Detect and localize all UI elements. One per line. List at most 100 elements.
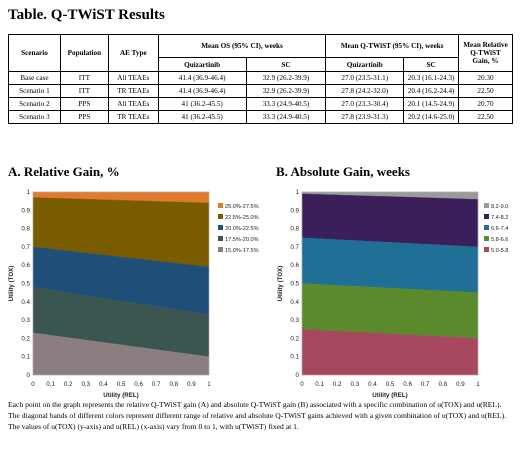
table-cell: 20.2 (14.6-25.0) [403, 110, 460, 124]
y-tick-label: 1 [27, 189, 31, 196]
table-row: Scenario 1 ITT TR TEAEs 41.4 (36.9-46.4)… [8, 84, 513, 98]
table-cell: 20.3 (16.1-24.3) [403, 71, 460, 85]
legend-swatch [484, 247, 489, 252]
y-tick-label: 0.4 [21, 299, 30, 306]
legend-swatch [484, 236, 489, 241]
x-tick-label: 0.3 [350, 381, 359, 388]
y-tick-label: 0.9 [290, 207, 299, 214]
table-cell: 20.30 [458, 71, 513, 85]
x-axis-title: Utility (REL) [372, 392, 407, 399]
table-cell: ITT [59, 84, 109, 98]
x-tick-label: 0.8 [169, 381, 178, 388]
gain-band [301, 193, 479, 248]
table-cell: 41.4 (36.9-46.4) [157, 84, 247, 98]
x-tick-label: 0.4 [368, 381, 377, 388]
table-cell: 20.4 (16.2-24.4) [403, 84, 460, 98]
x-tick-label: 0.4 [99, 381, 108, 388]
y-tick-label: 0.5 [21, 281, 30, 288]
y-tick-label: 0.6 [21, 262, 30, 269]
x-tick-label: 0.6 [403, 381, 412, 388]
y-tick-label: 0.7 [290, 244, 299, 251]
x-tick-label: 0 [31, 381, 35, 388]
table-row: Scenario 2 PPS All TEAEs 41 (36.2-45.5) … [8, 97, 513, 111]
table-cell: 27.0 (23.5-31.1) [325, 71, 405, 85]
table-cell: 32.9 (26.2-39.9) [245, 84, 327, 98]
y-tick-label: 0.1 [290, 354, 299, 361]
x-tick-label: 0.9 [187, 381, 196, 388]
header-scenario: Scenario [8, 34, 61, 72]
table-cell: 27.8 (24.2-32.0) [325, 84, 405, 98]
y-tick-label: 0.8 [290, 226, 299, 233]
y-tick-label: 0.3 [290, 317, 299, 324]
table-cell: PPS [59, 97, 109, 111]
table-cell: 22.50 [458, 84, 513, 98]
table-cell: 22.50 [458, 110, 513, 124]
y-tick-label: 0.4 [290, 299, 299, 306]
legend-swatch [218, 203, 223, 208]
x-tick-label: 0.7 [421, 381, 430, 388]
x-tick-label: 0.1 [46, 381, 55, 388]
table-cell: Scenario 1 [8, 84, 61, 98]
table-cell: Scenario 3 [8, 110, 61, 124]
y-tick-label: 0.5 [290, 281, 299, 288]
legend-label: 22.5%-25.0% [225, 215, 259, 221]
legend-label: 5.0-5.8 [491, 248, 508, 254]
legend-swatch [218, 247, 223, 252]
legend-label: 7.4-8.2 [491, 215, 508, 221]
x-tick-label: 0.2 [333, 381, 342, 388]
x-tick-label: 0.9 [456, 381, 465, 388]
legend-label: 25.0%-27.5% [225, 204, 259, 210]
absolute-gain-chart: 0 0.1 0.2 0.3 0.4 0.5 0.6 0.7 0.8 0.9 1 0 0.1 0.2 0.3 0… [277, 189, 508, 399]
header-ae-type: AE Type [107, 34, 159, 72]
header-population: Population [59, 34, 109, 72]
subheader-os-sc: SC [245, 57, 327, 72]
section-b-title: B. Absolute Gain, weeks [276, 164, 410, 179]
legend-swatch [484, 225, 489, 230]
table-cell: PPS [59, 110, 109, 124]
x-tick-label: 0.8 [438, 381, 447, 388]
subheader-os-quizartinib: Quizartinib [157, 57, 247, 72]
table-row: Scenario 3 PPS TR TEAEs 41 (36.2-45.5) 3… [8, 110, 513, 124]
table-cell: 41 (36.2-45.5) [157, 97, 247, 111]
relative-gain-chart: 0 0.1 0.2 0.3 0.4 0.5 0.6 0.7 0.8 0.9 1 0 0.1 0.2 0.3 0… [8, 189, 259, 399]
table-cell: 32.9 (26.2-39.9) [245, 71, 327, 85]
x-tick-label: 1 [207, 381, 211, 388]
legend-swatch [484, 214, 489, 219]
x-tick-label: 0.2 [64, 381, 73, 388]
header-mean-relative-gain: Mean Relative Q-TWiST Gain, % [458, 34, 513, 72]
header-mean-os: Mean OS (95% CI), weeks [157, 34, 327, 58]
table-cell: 27.0 (23.3-30.4) [325, 97, 405, 111]
legend-swatch [484, 203, 489, 208]
subheader-qtwist-quizartinib: Quizartinib [325, 57, 405, 72]
table-cell: ITT [59, 71, 109, 85]
y-tick-label: 0.9 [21, 207, 30, 214]
legend-label: 17.5%-20.0% [225, 237, 259, 243]
plot-frame [32, 191, 210, 376]
table-cell: 20.70 [458, 97, 513, 111]
x-tick-label: 1 [476, 381, 480, 388]
y-tick-label: 0 [27, 372, 31, 379]
table-title: Table. Q-TWiST Results [8, 7, 165, 23]
y-tick-label: 0.6 [290, 262, 299, 269]
results-table: Scenario Population AE Type Mean OS (95%… [8, 34, 513, 124]
x-axis-title: Utility (REL) [103, 392, 138, 399]
y-tick-label: 0.2 [290, 335, 299, 342]
gain-band [301, 283, 479, 339]
x-tick-label: 0 [300, 381, 304, 388]
table-cell: 41.4 (36.9-46.4) [157, 71, 247, 85]
table-cell: 27.8 (23.9-31.3) [325, 110, 405, 124]
x-tick-label: 0.6 [134, 381, 143, 388]
table-cell: Scenario 2 [8, 97, 61, 111]
y-axis-title: Utility (TOX) [8, 266, 15, 302]
table-cell: TR TEAEs [107, 110, 159, 124]
legend-label: 20.0%-22.5% [225, 226, 259, 232]
y-tick-label: 0.2 [21, 335, 30, 342]
x-tick-label: 0.5 [386, 381, 395, 388]
table-cell: TR TEAEs [107, 84, 159, 98]
y-tick-label: 0.1 [21, 354, 30, 361]
table-cell: 41 (36.2-45.5) [157, 110, 247, 124]
y-tick-label: 0.8 [21, 226, 30, 233]
table-row: Base case ITT All TEAEs 41.4 (36.9-46.4)… [8, 71, 513, 85]
x-tick-label: 0.5 [117, 381, 126, 388]
legend-label: 6.6-7.4 [491, 226, 508, 232]
